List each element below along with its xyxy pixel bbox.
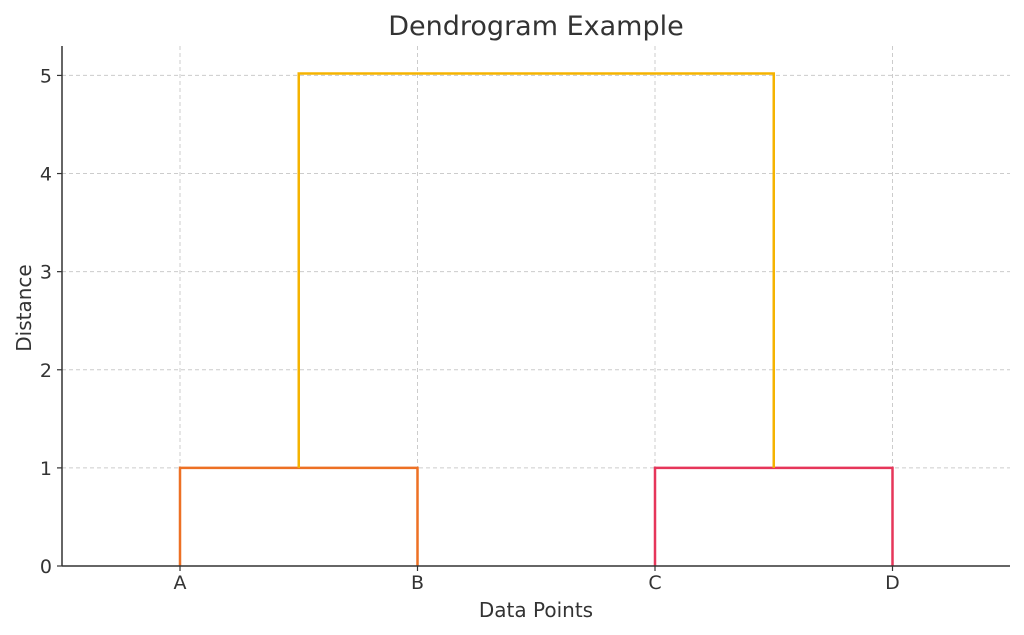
y-axis-title: Distance — [12, 264, 36, 351]
y-tick-label: 5 — [40, 65, 52, 87]
chart-title: Dendrogram Example — [388, 11, 683, 42]
leaf-label-a: A — [174, 572, 187, 594]
dendrogram-links — [178, 72, 894, 566]
leaf-label-d: D — [885, 572, 900, 594]
axes — [61, 46, 1010, 567]
x-axis-title: Data Points — [479, 598, 593, 622]
y-tick-label: 0 — [40, 556, 52, 578]
y-tick-label: 1 — [40, 458, 52, 480]
leaf-label-c: C — [648, 572, 661, 594]
link-ab-cd — [297, 72, 775, 468]
y-tick-label: 2 — [40, 360, 52, 382]
link-a-b — [178, 466, 419, 566]
link-c-d — [653, 466, 894, 566]
y-ticks: 0 1 2 3 4 5 — [40, 65, 62, 578]
x-ticks: A B C D — [174, 566, 900, 594]
grid — [62, 46, 1010, 566]
y-tick-label: 3 — [40, 262, 52, 284]
y-tick-label: 4 — [40, 164, 52, 186]
leaf-label-b: B — [411, 572, 424, 594]
